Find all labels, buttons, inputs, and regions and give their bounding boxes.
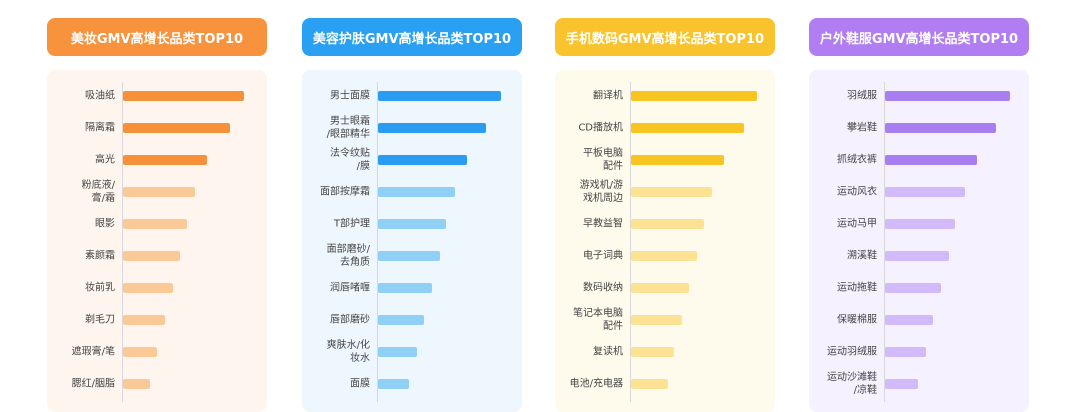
bar <box>123 315 165 325</box>
category-label: 运动沙滩鞋 /凉鞋 <box>827 372 877 396</box>
category-label: 笔记本电脑 配件 <box>573 308 623 332</box>
category-label: 保暖棉服 <box>837 314 877 326</box>
divider <box>377 82 378 402</box>
category-label: 粉底液/ 膏/霜 <box>81 180 115 204</box>
category-label: 电池/充电器 <box>569 378 623 390</box>
category-label: 唇部磨砂 <box>330 314 370 326</box>
category-label: 男士眼霜 /眼部精华 <box>326 116 370 140</box>
bar <box>378 283 432 293</box>
panel-title: 美容护肤GMV高增长品类TOP10 <box>302 18 522 56</box>
bar <box>631 379 668 389</box>
bar <box>123 283 173 293</box>
category-label: 攀岩鞋 <box>847 122 877 134</box>
category-label: 复读机 <box>593 346 623 358</box>
panel-title: 户外鞋服GMV高增长品类TOP10 <box>809 18 1029 56</box>
bar <box>123 219 187 229</box>
category-label: 吸油纸 <box>85 90 115 102</box>
bar <box>123 379 150 389</box>
bar <box>378 379 409 389</box>
category-label: 剃毛刀 <box>85 314 115 326</box>
bar <box>378 315 424 325</box>
category-label: 面部磨砂/ 去角质 <box>326 244 370 268</box>
bar <box>631 251 697 261</box>
panel-title: 美妆GMV高增长品类TOP10 <box>47 18 267 56</box>
category-label: 平板电脑 配件 <box>583 148 623 172</box>
bar <box>631 91 757 101</box>
bar <box>885 379 918 389</box>
bar <box>378 123 486 133</box>
divider <box>630 82 631 402</box>
category-label: 翻译机 <box>593 90 623 102</box>
bar <box>885 219 955 229</box>
category-label: 面膜 <box>350 378 370 390</box>
category-label: 法令纹贴 /膜 <box>330 148 370 172</box>
bar <box>885 315 933 325</box>
bar <box>123 123 230 133</box>
bar <box>885 283 941 293</box>
category-label: 遮瑕膏/笔 <box>71 346 115 358</box>
category-label: 高光 <box>95 154 115 166</box>
bar <box>378 347 417 357</box>
bar <box>378 187 455 197</box>
bar <box>631 219 704 229</box>
bar <box>631 123 744 133</box>
category-label: 素颜霜 <box>85 250 115 262</box>
category-label: 隔离霜 <box>85 122 115 134</box>
divider <box>884 82 885 402</box>
bar <box>885 187 965 197</box>
category-label: 游戏机/游 戏机周边 <box>579 180 623 204</box>
category-label: 眼影 <box>95 218 115 230</box>
bar <box>123 187 195 197</box>
category-label: 润唇啫喱 <box>330 282 370 294</box>
category-label: 溯溪鞋 <box>847 250 877 262</box>
bar <box>885 91 1010 101</box>
bar <box>123 91 244 101</box>
bar <box>123 155 207 165</box>
category-label: 数码收纳 <box>583 282 623 294</box>
category-label: 男士面膜 <box>330 90 370 102</box>
category-label: 运动拖鞋 <box>837 282 877 294</box>
bar <box>885 123 996 133</box>
bar <box>885 347 926 357</box>
bar <box>123 251 180 261</box>
bar <box>631 315 682 325</box>
category-label: 运动马甲 <box>837 218 877 230</box>
bar <box>378 155 467 165</box>
category-label: 抓绒衣裤 <box>837 154 877 166</box>
bar <box>123 347 157 357</box>
divider <box>122 82 123 402</box>
category-label: 电子词典 <box>583 250 623 262</box>
category-label: 爽肤水/化 妆水 <box>326 340 370 364</box>
bar <box>631 347 674 357</box>
category-label: 运动羽绒服 <box>827 346 877 358</box>
bar <box>631 187 712 197</box>
category-label: 运动风衣 <box>837 186 877 198</box>
bar <box>378 219 446 229</box>
bar <box>885 155 977 165</box>
panel-title: 手机数码GMV高增长品类TOP10 <box>555 18 775 56</box>
category-label: 妆前乳 <box>85 282 115 294</box>
bar <box>631 283 689 293</box>
category-label: T部护理 <box>333 218 370 230</box>
category-label: 早教益智 <box>583 218 623 230</box>
category-label: 羽绒服 <box>847 90 877 102</box>
bar <box>378 91 501 101</box>
category-label: 面部按摩霜 <box>320 186 370 198</box>
bar <box>378 251 440 261</box>
bar <box>885 251 949 261</box>
category-label: CD播放机 <box>578 122 623 134</box>
bar <box>631 155 724 165</box>
category-label: 腮红/胭脂 <box>71 378 115 390</box>
